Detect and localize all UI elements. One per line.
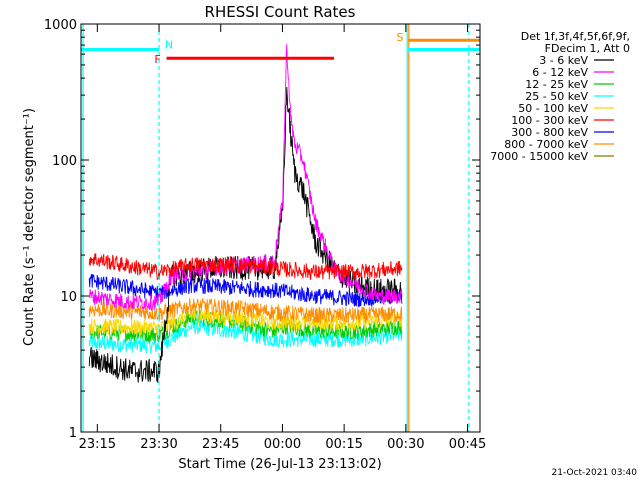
- y-tick-label: 1: [69, 426, 77, 441]
- legend-label: 800 - 7000 keV: [504, 138, 588, 151]
- x-tick-label: 23:30: [140, 437, 177, 452]
- legend-label: 7000 - 15000 keV: [490, 150, 588, 163]
- x-tick-label: 23:15: [79, 437, 116, 452]
- series-line-800-7000-kev: [88, 297, 403, 324]
- x-tick-label: 23:45: [202, 437, 239, 452]
- series-line-100-300-kev: [88, 253, 403, 281]
- legend: Det 1f,3f,4f,5f,6f,9f, FDecim 1, Att 0 3…: [490, 30, 630, 163]
- x-tick-label: 00:30: [387, 437, 424, 452]
- y-tick-label: 10: [60, 290, 77, 305]
- legend-label: 50 - 100 keV: [518, 102, 588, 115]
- legend-label: 6 - 12 keV: [532, 66, 588, 79]
- flag-label-s: S: [397, 31, 404, 44]
- flag-label-n: N: [165, 38, 173, 51]
- x-axis-label: Start Time (26-Jul-13 23:13:02): [178, 457, 381, 472]
- series-line-3-6-kev: [88, 86, 403, 383]
- y-axis-label: Count Rate (s⁻¹ detector segment⁻¹): [22, 108, 37, 346]
- legend-label: 12 - 25 keV: [525, 78, 588, 91]
- series-line-6-12-kev: [88, 44, 403, 311]
- x-tick-label: 00:45: [449, 437, 486, 452]
- legend-header-line-2: FDecim 1, Att 0: [545, 42, 630, 55]
- plot-frame: [80, 23, 481, 433]
- flag-label-f: F: [154, 53, 160, 66]
- x-tick-label: 00:15: [325, 437, 362, 452]
- legend-label: 25 - 50 keV: [525, 90, 588, 103]
- series-line-50-100-kev: [88, 308, 403, 337]
- y-tick-label: 1000: [44, 18, 77, 33]
- legend-header-line-1: Det 1f,3f,4f,5f,6f,9f,: [521, 30, 630, 43]
- axes-layer: 23:15 23:30 23:45 00:00 00:15 00:30 00:45 1 10 10…: [44, 18, 486, 452]
- legend-label: 300 - 800 keV: [511, 126, 588, 139]
- y-tick-label: 100: [52, 154, 77, 169]
- markers-layer: NF S: [81, 24, 480, 432]
- series-line-300-800-kev: [88, 273, 403, 308]
- series-layer: [88, 44, 403, 383]
- chart-title: RHESSI Count Rates: [205, 3, 356, 21]
- legend-label: 100 - 300 keV: [511, 114, 588, 127]
- legend-label: 3 - 6 keV: [539, 54, 588, 67]
- x-tick-label: 00:00: [264, 437, 301, 452]
- footer-date: 21-Oct-2021 03:40: [552, 468, 638, 478]
